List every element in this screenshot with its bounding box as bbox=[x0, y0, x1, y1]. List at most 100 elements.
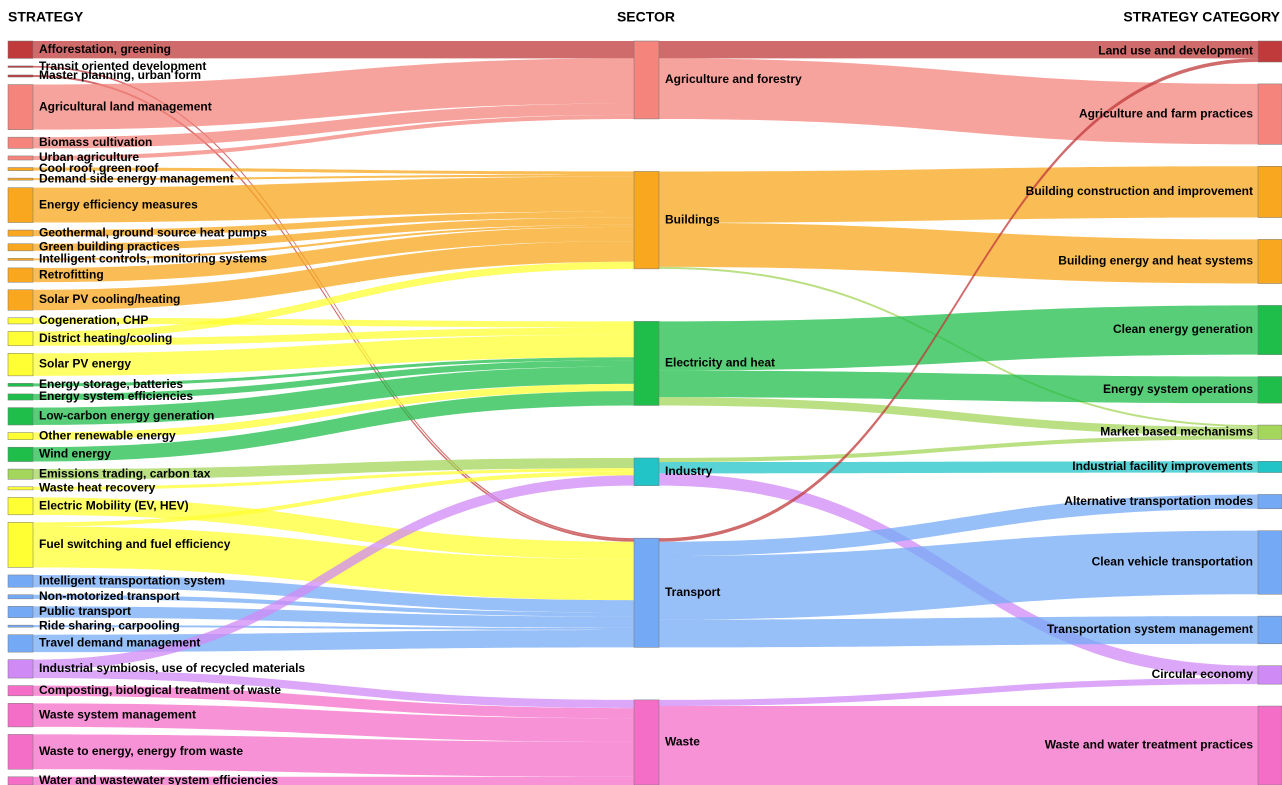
node bbox=[7, 40, 34, 59]
node bbox=[7, 574, 34, 588]
link bbox=[33, 74, 634, 542]
node bbox=[7, 177, 34, 181]
link bbox=[33, 317, 634, 328]
node-label: Transportation system management bbox=[1047, 622, 1253, 636]
link bbox=[659, 222, 1258, 284]
node-label: Waste system management bbox=[39, 707, 196, 721]
node-label: Land use and development bbox=[1098, 44, 1253, 58]
node bbox=[1257, 83, 1282, 145]
link bbox=[33, 685, 634, 719]
node bbox=[1257, 665, 1282, 685]
node bbox=[1257, 530, 1282, 595]
node-label: Agriculture and farm practices bbox=[1079, 106, 1253, 120]
node bbox=[7, 155, 34, 161]
node-label: Demand side energy management bbox=[39, 171, 234, 185]
node bbox=[633, 171, 660, 270]
link bbox=[33, 734, 634, 777]
node bbox=[7, 331, 34, 347]
node bbox=[1257, 239, 1282, 284]
node bbox=[633, 40, 660, 120]
node-label: Cogeneration, CHP bbox=[39, 313, 148, 327]
link bbox=[33, 114, 634, 161]
node bbox=[7, 468, 34, 480]
node-label: Energy system operations bbox=[1103, 382, 1253, 396]
node bbox=[7, 703, 34, 728]
node bbox=[633, 457, 660, 486]
link bbox=[33, 327, 634, 346]
link bbox=[659, 435, 1258, 463]
link bbox=[33, 41, 634, 59]
node-label: Low-carbon energy generation bbox=[39, 408, 214, 422]
link bbox=[33, 625, 634, 630]
node-label: Urban agriculture bbox=[39, 150, 139, 164]
node bbox=[7, 65, 34, 68]
column-header: STRATEGY bbox=[8, 9, 84, 25]
node-label: Energy efficiency measures bbox=[39, 197, 198, 211]
link bbox=[33, 211, 634, 237]
link bbox=[659, 678, 1258, 707]
node-label: Buildings bbox=[665, 212, 720, 226]
link bbox=[659, 166, 1258, 223]
column-header: SECTOR bbox=[617, 9, 675, 25]
node-label: Biomass cultivation bbox=[39, 135, 152, 149]
node-label: Retrofitting bbox=[39, 267, 104, 281]
node-label: Ride sharing, carpooling bbox=[39, 618, 180, 632]
link bbox=[33, 606, 634, 628]
node bbox=[7, 486, 34, 491]
link bbox=[659, 397, 1258, 436]
link bbox=[33, 669, 634, 709]
link bbox=[33, 574, 634, 613]
node bbox=[7, 432, 34, 440]
nodes: Afforestation, greening Transit oriented … bbox=[7, 40, 1282, 785]
node bbox=[7, 289, 34, 311]
node bbox=[7, 187, 34, 223]
node-label: Master planning, urban form bbox=[39, 68, 201, 82]
node-label: Waste and water treatment practices bbox=[1045, 738, 1254, 752]
node bbox=[7, 522, 34, 568]
node-label: Non-motorized transport bbox=[39, 589, 180, 603]
node bbox=[7, 229, 34, 237]
link bbox=[33, 703, 634, 742]
links bbox=[33, 41, 1258, 785]
node-label: Water and wastewater system efficiencies bbox=[39, 773, 278, 785]
link bbox=[33, 176, 634, 223]
link bbox=[33, 471, 634, 527]
node bbox=[7, 258, 34, 261]
link bbox=[33, 457, 634, 480]
node-label: Emissions trading, carbon tax bbox=[39, 466, 211, 480]
node-label: Solar PV cooling/heating bbox=[39, 292, 180, 306]
node bbox=[1257, 424, 1282, 440]
node bbox=[7, 136, 34, 149]
node-label: Market based mechanisms bbox=[1100, 424, 1253, 438]
node bbox=[7, 594, 34, 600]
link bbox=[33, 391, 634, 462]
node-label: Energy storage, batteries bbox=[39, 377, 183, 391]
node-label: Waste bbox=[665, 735, 700, 749]
link bbox=[33, 366, 634, 426]
link bbox=[659, 461, 1258, 474]
node-label: Clean energy generation bbox=[1113, 322, 1253, 336]
node-label: Building construction and improvement bbox=[1026, 184, 1253, 198]
node-label: Public transport bbox=[39, 604, 131, 618]
node bbox=[7, 393, 34, 401]
node bbox=[7, 317, 34, 325]
node-label: Waste to energy, energy from waste bbox=[39, 744, 243, 758]
link bbox=[33, 226, 634, 283]
node bbox=[1257, 615, 1282, 645]
node bbox=[7, 497, 34, 516]
node-label: Agriculture and forestry bbox=[665, 72, 802, 86]
link bbox=[33, 103, 634, 149]
link bbox=[33, 167, 634, 175]
node-label: Green building practices bbox=[39, 239, 180, 253]
node-label: District heating/cooling bbox=[39, 331, 172, 345]
column-header: STRATEGY CATEGORY bbox=[1123, 9, 1280, 25]
link bbox=[659, 616, 1258, 648]
node bbox=[7, 383, 34, 387]
node bbox=[1257, 376, 1282, 404]
node-label: Electricity and heat bbox=[665, 356, 775, 370]
link bbox=[33, 594, 634, 617]
link bbox=[659, 706, 1258, 785]
node bbox=[1257, 705, 1282, 785]
node bbox=[7, 84, 34, 130]
link bbox=[33, 58, 634, 130]
